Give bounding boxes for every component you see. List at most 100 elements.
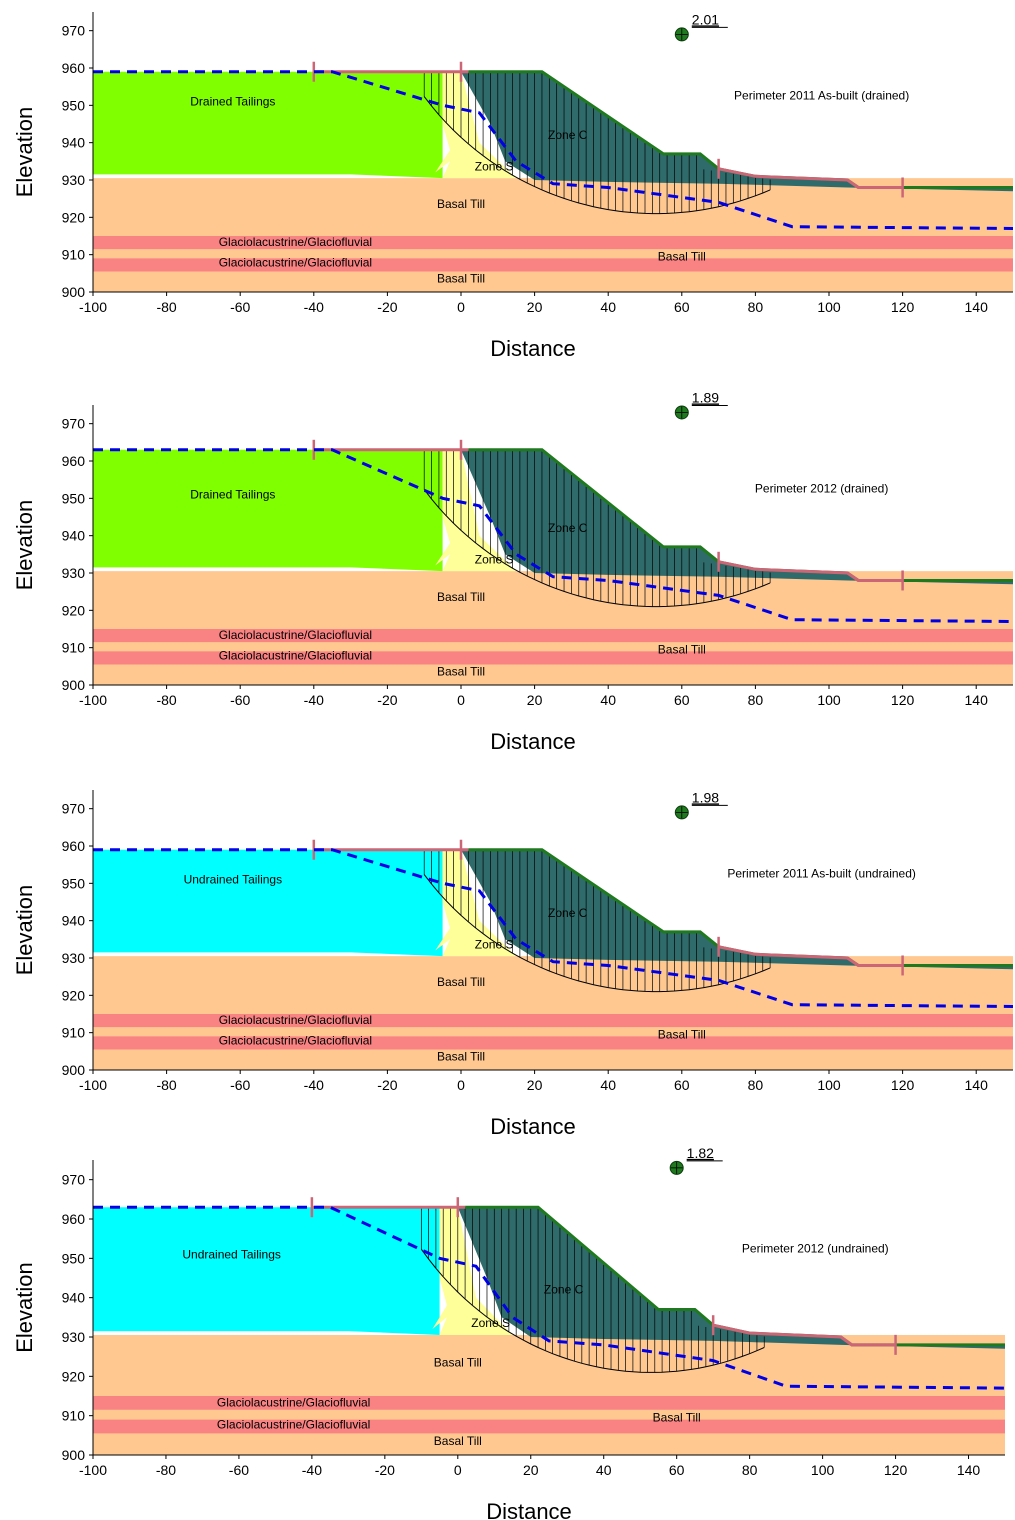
section-panel: 900 910 920 930 940 950 960 970 -100 -80 -60 -40 -20… [12, 1145, 1006, 1520]
x-tick-label: 100 [817, 1077, 841, 1093]
y-tick-label: 920 [62, 987, 86, 1003]
x-tick-label: 140 [957, 1462, 981, 1478]
y-tick-label: 950 [62, 97, 86, 113]
y-tick-label: 920 [62, 209, 86, 225]
x-tick-label: -60 [230, 692, 250, 708]
glacio-layer-upper [93, 236, 1013, 250]
zone-s-label: Zone S [475, 938, 514, 952]
y-axis-title: Elevation [12, 500, 37, 591]
x-tick-label: 140 [965, 1077, 989, 1093]
section-caption: Perimeter 2012 (undrained) [742, 1241, 889, 1255]
x-tick-label: 140 [965, 299, 989, 315]
slip-surface [423, 874, 771, 993]
x-tick-label: 80 [748, 692, 764, 708]
x-tick-label: 80 [748, 299, 764, 315]
exit-range-line [718, 560, 903, 582]
y-tick-label: 970 [62, 801, 86, 817]
x-tick-label: 20 [527, 692, 543, 708]
tailings-region [93, 849, 443, 957]
zone-c-label: Zone C [548, 906, 588, 920]
x-tick-label: -60 [229, 1462, 249, 1478]
zone-s-region [435, 449, 517, 572]
zone-c-region [457, 1207, 1005, 1349]
y-tick-label: 960 [62, 60, 86, 76]
y-tick-label: 910 [62, 247, 86, 263]
x-tick-label: 20 [527, 299, 543, 315]
factor-of-safety-label: 1.82 [687, 1145, 714, 1161]
x-tick-label: 80 [742, 1462, 758, 1478]
x-tick-label: -20 [377, 692, 397, 708]
factor-of-safety-label: 2.01 [692, 11, 719, 27]
section-caption: Perimeter 2011 As-built (drained) [734, 89, 909, 103]
y-tick-label: 930 [62, 565, 86, 581]
tailings-label: Drained Tailings [190, 94, 275, 108]
glacio-label: Glaciolacustrine/Glaciofluvial [219, 235, 372, 249]
y-tick-label: 940 [62, 1290, 86, 1306]
x-tick-label: -20 [375, 1462, 395, 1478]
basal-till-label: Basal Till [437, 1050, 485, 1064]
x-tick-label: -40 [304, 299, 324, 315]
basal-till-label: Basal Till [437, 272, 485, 286]
section-panel: 900 910 920 930 940 950 960 970 -100 -80 -60 -40 -20… [12, 789, 1014, 1139]
water-table-line [93, 448, 1014, 623]
section-caption: Perimeter 2012 (drained) [755, 482, 888, 496]
glacio-layer-lower [93, 1419, 1005, 1434]
basal-till-label: Basal Till [653, 1411, 701, 1425]
zone-s-label: Zone S [475, 553, 514, 567]
x-tick-label: -100 [79, 299, 107, 315]
x-axis-title: Distance [490, 336, 576, 361]
exit-range-line [712, 1323, 896, 1347]
tailings-region [93, 71, 443, 179]
zone-c-region [461, 71, 1013, 192]
y-tick-label: 940 [62, 913, 86, 929]
x-axis-title: Distance [486, 1499, 572, 1520]
zone-c-label: Zone C [544, 1283, 584, 1297]
section-caption: Perimeter 2011 As-built (undrained) [727, 867, 916, 881]
zone-s-region [435, 849, 517, 957]
y-tick-label: 920 [62, 602, 86, 618]
y-tick-label: 970 [62, 23, 86, 39]
x-tick-label: 60 [674, 1077, 690, 1093]
x-tick-label: 40 [596, 1462, 612, 1478]
x-tick-label: -60 [230, 299, 250, 315]
y-tick-label: 950 [62, 1250, 86, 1266]
y-tick-label: 900 [62, 1447, 86, 1463]
water-table-line [93, 848, 1014, 1008]
x-tick-label: 80 [748, 1077, 764, 1093]
x-tick-label: 20 [523, 1462, 539, 1478]
y-axis-title: Elevation [12, 1262, 37, 1353]
section-panel: 900 910 920 930 940 950 960 970 -100 -80 -60 -40 -20… [12, 389, 1014, 754]
glacio-label: Glaciolacustrine/Glaciofluvial [219, 1034, 372, 1048]
x-tick-label: 0 [457, 1077, 465, 1093]
water-table-line [93, 1205, 1006, 1390]
x-tick-label: -100 [79, 692, 107, 708]
x-tick-label: 40 [600, 1077, 616, 1093]
basal-till-label: Basal Till [434, 1434, 482, 1448]
y-tick-label: 930 [62, 950, 86, 966]
zone-s-region [435, 71, 517, 179]
x-tick-label: -40 [304, 1077, 324, 1093]
x-tick-label: 120 [891, 299, 915, 315]
x-tick-label: 100 [817, 299, 841, 315]
y-tick-label: 910 [62, 1025, 86, 1041]
x-tick-label: -80 [156, 1077, 176, 1093]
x-tick-label: -40 [302, 1462, 322, 1478]
x-tick-label: -100 [79, 1462, 107, 1478]
slip-surface [420, 1248, 765, 1373]
y-tick-label: 900 [62, 1062, 86, 1078]
glacio-layer-upper [93, 629, 1013, 643]
y-tick-label: 950 [62, 875, 86, 891]
y-axis-title: Elevation [12, 107, 37, 198]
factor-of-safety-label: 1.89 [692, 389, 719, 405]
tailings-region [93, 1207, 440, 1335]
zone-c-region [461, 849, 1013, 970]
x-axis-title: Distance [490, 1114, 576, 1139]
y-tick-label: 920 [62, 1368, 86, 1384]
x-tick-label: 40 [600, 299, 616, 315]
glacio-label: Glaciolacustrine/Glaciofluvial [219, 649, 372, 663]
y-tick-label: 940 [62, 528, 86, 544]
exit-range-line [718, 945, 903, 967]
y-tick-label: 970 [62, 1172, 86, 1188]
x-tick-label: -40 [304, 692, 324, 708]
x-tick-label: 120 [891, 1077, 915, 1093]
